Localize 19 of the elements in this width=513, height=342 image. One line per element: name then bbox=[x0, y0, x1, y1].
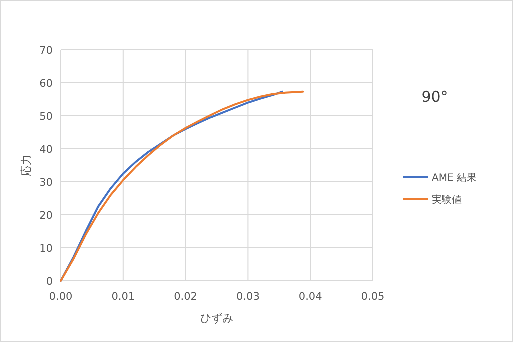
y-tick-label: 50 bbox=[40, 111, 53, 123]
x-tick-label: 0.01 bbox=[112, 291, 136, 303]
legend-label: AME 結果 bbox=[432, 173, 477, 184]
text: 90° bbox=[422, 88, 448, 106]
x-tick-label: 0.04 bbox=[298, 291, 323, 303]
y-axis-title: 応力 bbox=[20, 154, 33, 176]
x-tick-label: 0.03 bbox=[236, 291, 260, 303]
y-tick-label: 30 bbox=[40, 177, 53, 189]
legend-label: 実験値 bbox=[432, 194, 462, 206]
y-tick-label: 40 bbox=[40, 144, 53, 156]
y-tick-label: 20 bbox=[40, 210, 53, 222]
y-tick-label: 0 bbox=[46, 276, 53, 288]
x-tick-label: 0.00 bbox=[49, 291, 73, 303]
x-axis-title: ひずみ bbox=[200, 312, 234, 325]
y-tick-label: 60 bbox=[40, 78, 53, 90]
x-tick-label: 0.05 bbox=[361, 291, 385, 303]
y-tick-label: 70 bbox=[40, 45, 53, 57]
x-tick-label: 0.02 bbox=[174, 291, 198, 303]
y-tick-label: 10 bbox=[40, 243, 53, 255]
